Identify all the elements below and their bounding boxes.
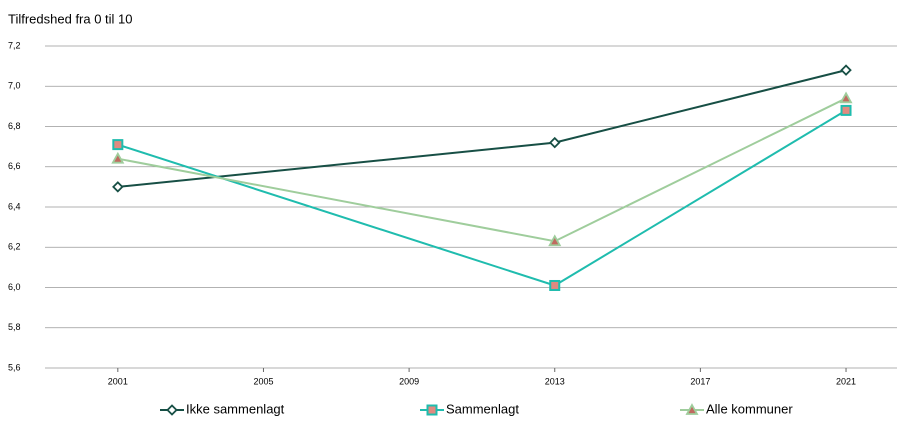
marker: [426, 404, 438, 416]
marker: [548, 136, 561, 149]
marker: [112, 181, 124, 193]
y-tick-label: 7,2: [8, 40, 21, 50]
marker: [840, 104, 852, 116]
marker: [839, 91, 853, 104]
legend-label: Alle kommuner: [706, 401, 793, 416]
y-tick-label: 5,8: [8, 322, 21, 332]
chart-title: Tilfredshed fra 0 til 10: [8, 11, 133, 26]
marker: [685, 403, 699, 415]
x-tick-label: 2017: [690, 376, 710, 386]
marker: [111, 151, 125, 164]
marker: [840, 64, 852, 76]
series-line: [117, 69, 847, 188]
marker: [166, 404, 178, 416]
x-tick-label: 2021: [836, 376, 856, 386]
x-tick-label: 2013: [545, 376, 565, 386]
x-tick-label: 2009: [399, 376, 419, 386]
y-tick-label: 6,2: [8, 242, 21, 252]
marker: [548, 234, 562, 247]
marker: [112, 139, 124, 151]
y-tick-label: 6,0: [8, 282, 21, 292]
y-tick-label: 6,8: [8, 121, 21, 131]
x-tick-label: 2001: [108, 376, 128, 386]
y-tick-label: 7,0: [8, 81, 21, 91]
legend-label: Sammenlagt: [446, 401, 519, 416]
series-line: [117, 109, 847, 287]
marker: [549, 279, 561, 291]
y-tick-label: 5,6: [8, 362, 21, 372]
x-tick-label: 2005: [253, 376, 273, 386]
y-tick-label: 6,4: [8, 201, 21, 211]
series-line: [117, 97, 847, 243]
legend-label: Ikke sammenlagt: [186, 401, 285, 416]
y-tick-label: 6,6: [8, 161, 21, 171]
